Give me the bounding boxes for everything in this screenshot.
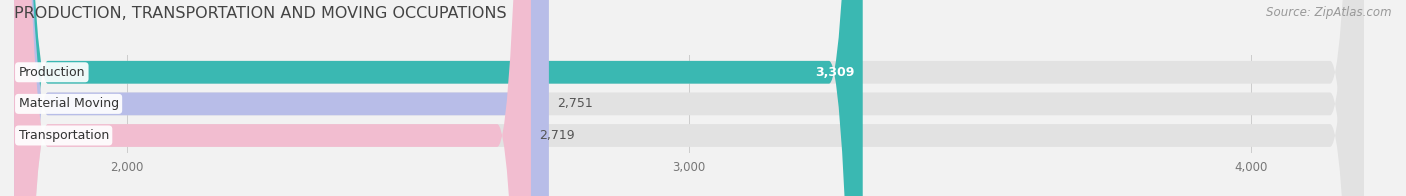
- Text: 2,751: 2,751: [557, 97, 593, 110]
- Text: 2,719: 2,719: [540, 129, 575, 142]
- Text: 3,309: 3,309: [815, 66, 855, 79]
- Text: PRODUCTION, TRANSPORTATION AND MOVING OCCUPATIONS: PRODUCTION, TRANSPORTATION AND MOVING OC…: [14, 6, 506, 21]
- FancyBboxPatch shape: [14, 0, 1364, 196]
- Text: Production: Production: [18, 66, 84, 79]
- Text: Source: ZipAtlas.com: Source: ZipAtlas.com: [1267, 6, 1392, 19]
- FancyBboxPatch shape: [14, 0, 548, 196]
- Text: Transportation: Transportation: [18, 129, 108, 142]
- FancyBboxPatch shape: [14, 0, 1364, 196]
- FancyBboxPatch shape: [14, 0, 531, 196]
- Text: Material Moving: Material Moving: [18, 97, 118, 110]
- FancyBboxPatch shape: [14, 0, 863, 196]
- FancyBboxPatch shape: [14, 0, 1364, 196]
